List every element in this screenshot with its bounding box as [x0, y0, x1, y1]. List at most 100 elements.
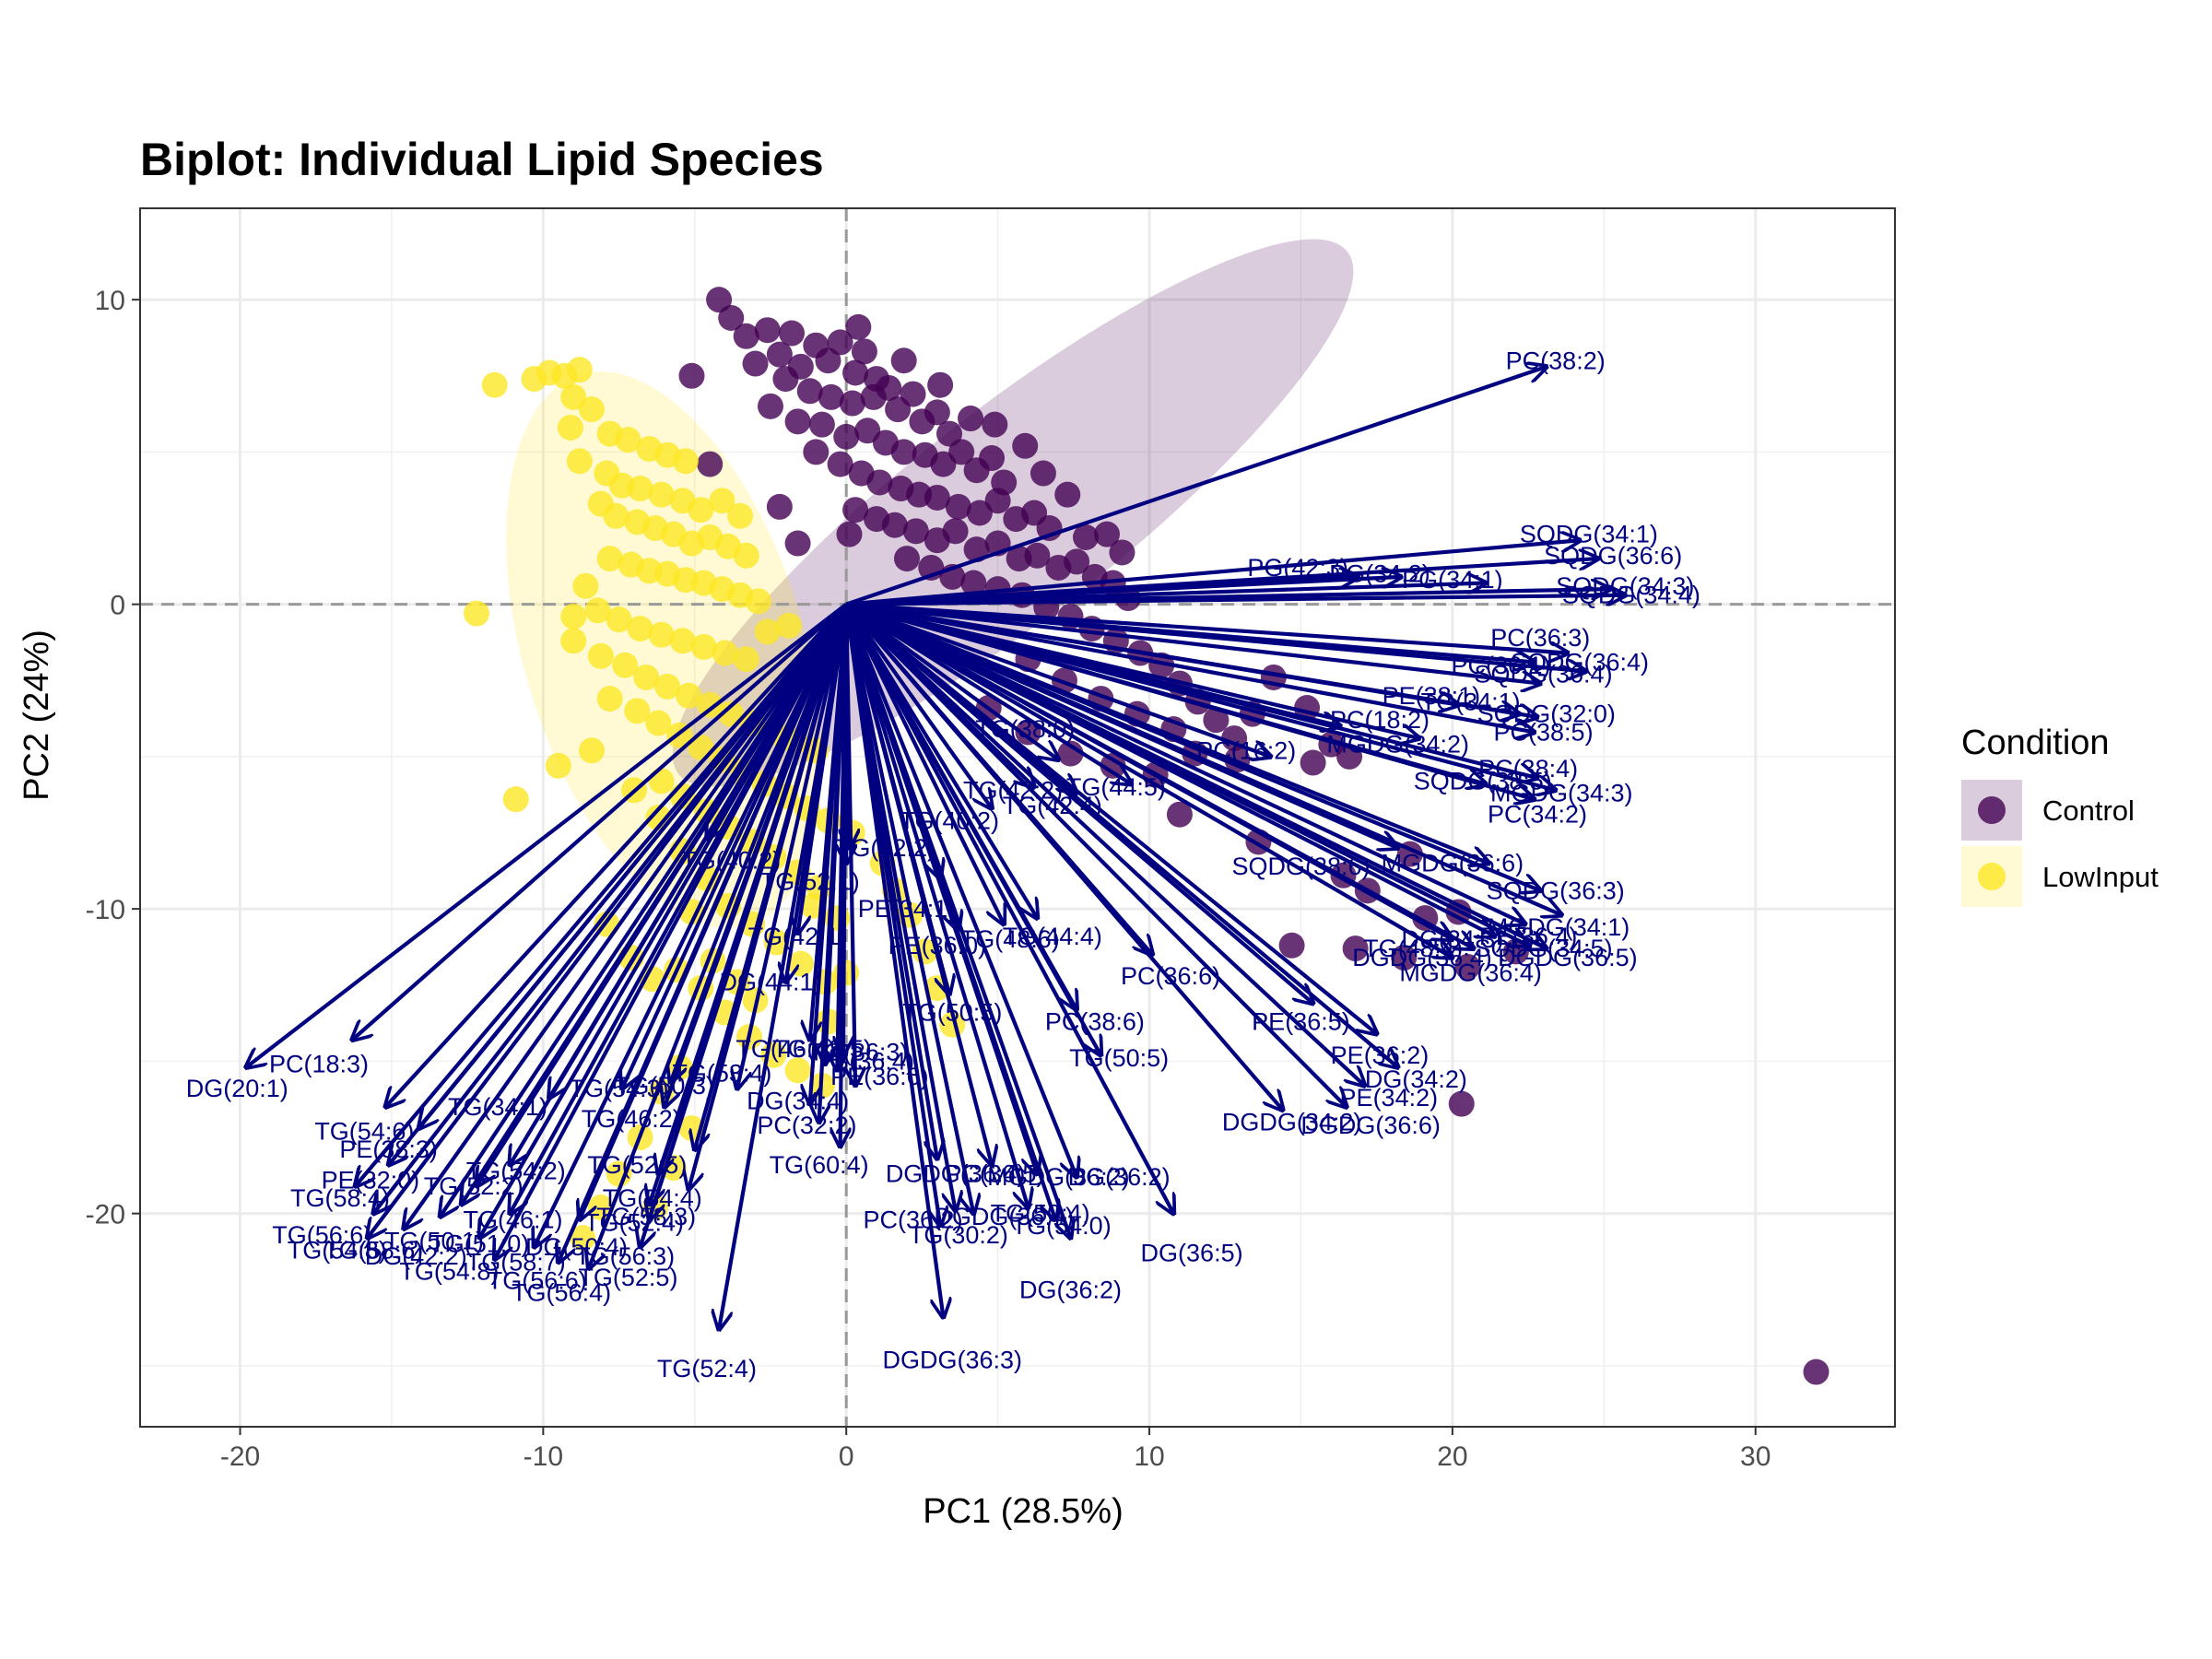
- point-lowinput: [560, 603, 587, 629]
- point-lowinput: [669, 628, 696, 654]
- loading-label: SQDG(38:6): [1231, 853, 1370, 880]
- loading-arrow: [845, 602, 1537, 717]
- loading-label: PG(34:1): [1402, 566, 1503, 594]
- point-lowinput: [606, 606, 632, 633]
- loading-arrow: [844, 604, 855, 1086]
- point-control: [982, 411, 1008, 438]
- point-control: [960, 570, 987, 596]
- point-control: [945, 493, 971, 520]
- point-control: [706, 287, 733, 313]
- plot-content: PC(38:2)SQDG(34:1)SQDG(36:6)PG(42:3)PG(3…: [140, 208, 1895, 1427]
- point-control: [1803, 1359, 1830, 1385]
- point-lowinput: [603, 502, 629, 529]
- loading-arrow: [845, 602, 1474, 948]
- loading-label: MGDG(36:4): [1399, 959, 1542, 987]
- point-control: [948, 439, 975, 465]
- point-lowinput: [570, 1225, 596, 1252]
- point-lowinput: [648, 481, 675, 508]
- point-lowinput: [784, 1057, 811, 1084]
- loading-label: TG(30:2): [909, 1221, 1008, 1249]
- loading-label: PE(34:2): [1340, 1084, 1439, 1112]
- loading-arrow: [844, 603, 1397, 1067]
- loading-arrow: [658, 603, 849, 1174]
- loading-arrow: [845, 602, 1540, 684]
- x-tick-label: 0: [839, 1441, 854, 1472]
- loading-label: DGDG(36:4): [886, 1160, 1026, 1188]
- loading-arrow: [845, 602, 1561, 915]
- point-control: [866, 469, 893, 496]
- point-lowinput: [584, 597, 611, 624]
- loading-arrow: [355, 603, 848, 1186]
- point-lowinput: [688, 497, 714, 524]
- point-lowinput: [648, 621, 675, 648]
- point-lowinput: [596, 686, 623, 712]
- point-lowinput: [733, 646, 759, 673]
- loading-arrow: [845, 602, 1534, 800]
- point-control: [958, 406, 984, 432]
- loading-arrow: [719, 604, 849, 1330]
- loading-label: TG(52:5): [578, 1264, 677, 1291]
- loading-arrow: [404, 603, 848, 1230]
- loading-label: TG(46:1): [463, 1206, 562, 1233]
- loading-arrow: [495, 603, 849, 1260]
- loading-label: TG(42:2): [836, 834, 935, 862]
- point-lowinput: [481, 371, 508, 398]
- point-lowinput: [572, 572, 599, 599]
- loading-label: PE(36:5): [1252, 1007, 1350, 1035]
- loading-arrow: [844, 604, 955, 1211]
- loading-label: PG(34:2): [1329, 560, 1430, 588]
- loading-label: TG(50:3): [615, 1072, 714, 1100]
- point-control: [718, 304, 745, 331]
- point-control: [779, 320, 806, 347]
- loading-label: TG(42:4): [1003, 792, 1102, 819]
- point-control: [900, 381, 926, 407]
- point-control: [927, 371, 954, 398]
- point-lowinput: [639, 966, 665, 993]
- y-tick-label: 0: [110, 591, 125, 621]
- x-axis-title: PC1 (28.5%): [923, 1492, 1124, 1531]
- point-lowinput: [709, 488, 735, 514]
- loading-arrow: [580, 603, 849, 1220]
- legend-title: Condition: [1961, 724, 2110, 762]
- point-control: [796, 378, 823, 405]
- loading-label: TG(52:4): [657, 1355, 757, 1382]
- loading-arrow: [844, 602, 1058, 760]
- loading-label: PC(36:5): [945, 1160, 1044, 1188]
- loading-arrow: [841, 604, 847, 1147]
- point-control: [733, 323, 759, 349]
- point-lowinput: [612, 652, 639, 678]
- loading-arrow: [389, 603, 848, 1165]
- loading-arrow: [246, 602, 848, 1067]
- point-control: [808, 411, 835, 438]
- point-control: [772, 366, 799, 393]
- loading-label: DGDG(36:4): [1352, 944, 1492, 971]
- loading-label: TG(54:6): [314, 1117, 414, 1145]
- point-control: [1015, 719, 1041, 746]
- loading-label: TG(52:1): [760, 867, 860, 895]
- loading-label: TG(48:4): [1363, 935, 1463, 962]
- loading-arrow: [368, 603, 848, 1238]
- loading-arrow: [844, 604, 973, 1214]
- point-lowinput: [615, 427, 641, 453]
- plot-area: PC(38:2)SQDG(34:1)SQDG(36:6)PG(42:3)PG(3…: [86, 207, 1896, 1472]
- loading-label: SQDG(34:4): [1562, 582, 1700, 609]
- loading-label: TG(42:2): [963, 776, 1063, 804]
- point-lowinput: [587, 642, 614, 669]
- loading-label: TG(36:4): [815, 1047, 914, 1075]
- loading-label: PE(34:1): [858, 895, 957, 923]
- loading-arrow: [844, 603, 1070, 1238]
- y-tick-label: 10: [95, 286, 125, 316]
- loading-label: PC(36:3): [1490, 624, 1590, 652]
- loading-label: TG(46:2): [582, 1105, 681, 1133]
- loading-label: TG(53:4): [672, 1060, 771, 1088]
- loading-label: DGDG(36:5): [1498, 944, 1638, 971]
- point-control: [1166, 801, 1193, 828]
- loading-label: TG(50:1): [384, 1227, 484, 1254]
- loading-label: PC(34:2): [1488, 801, 1587, 829]
- loading-label: MGDG(34:2): [1326, 731, 1469, 759]
- point-control: [678, 362, 705, 389]
- point-lowinput: [560, 383, 587, 410]
- point-lowinput: [627, 476, 653, 502]
- loading-label: DG(36:2): [1019, 1276, 1122, 1303]
- loading-label: MGDG(34:1): [1488, 913, 1630, 941]
